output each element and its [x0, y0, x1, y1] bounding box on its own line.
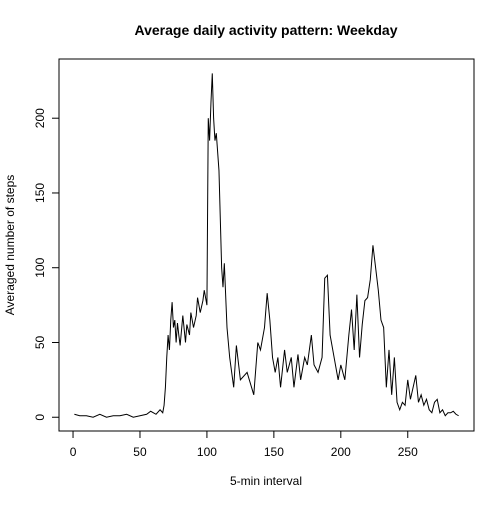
y-tick-label: 200 — [33, 108, 47, 128]
x-tick-label: 250 — [398, 445, 418, 459]
x-tick-label: 0 — [70, 445, 77, 459]
x-tick-label: 150 — [264, 445, 284, 459]
x-tick-label: 200 — [331, 445, 351, 459]
y-axis-label: Averaged number of steps — [3, 175, 17, 316]
y-tick-label: 50 — [33, 335, 47, 349]
y-tick-label: 150 — [33, 183, 47, 203]
chart-title: Average daily activity pattern: Weekday — [135, 22, 398, 38]
x-tick-label: 100 — [197, 445, 217, 459]
y-tick-label: 100 — [33, 257, 47, 277]
y-tick-label: 0 — [33, 414, 47, 421]
x-axis-label: 5-min interval — [230, 474, 302, 488]
data-line — [74, 73, 459, 418]
x-tick-label: 50 — [133, 445, 147, 459]
